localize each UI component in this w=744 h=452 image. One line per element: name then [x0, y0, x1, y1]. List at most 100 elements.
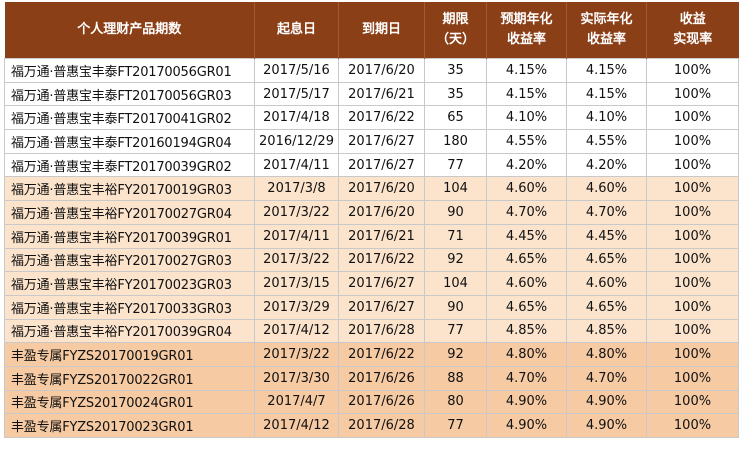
- actual-yield-cell: 4.90%: [566, 413, 647, 438]
- start-date-cell: 2017/5/16: [254, 58, 339, 83]
- actual-yield-cell: 4.65%: [566, 247, 647, 273]
- term-days-cell: 77: [424, 413, 487, 438]
- expected-yield-cell: 4.90%: [486, 389, 567, 415]
- end-date-cell: 2017/6/26: [338, 389, 425, 415]
- end-date-cell: 2017/6/20: [338, 176, 425, 202]
- product-name-cell: 福万通·普惠宝丰裕FY20170039GR01: [4, 223, 255, 249]
- start-date-cell: 2017/3/29: [254, 294, 339, 320]
- header-product: 个人理财产品期数: [4, 2, 255, 59]
- start-date-cell: 2017/3/22: [254, 200, 339, 225]
- table-row: 福万通·普惠宝丰裕FY20170039GR04 2017/4/12 2017/6/2…: [4, 318, 739, 344]
- term-days-cell: 104: [424, 271, 487, 296]
- table-row: 福万通·普惠宝丰裕FY20170019GR03 2017/3/8 2017/6/20…: [4, 176, 739, 202]
- table-row: 福万通·普惠宝丰裕FY20170027GR03 2017/3/22 2017/6/2…: [4, 247, 739, 273]
- expected-yield-cell: 4.70%: [486, 365, 567, 391]
- actual-yield-cell: 4.65%: [566, 294, 647, 320]
- actual-yield-cell: 4.85%: [566, 318, 647, 344]
- table-row: 福万通·普惠宝丰泰FT20160194GR04 2016/12/29 2017/6/…: [4, 129, 739, 154]
- start-date-cell: 2017/3/22: [254, 342, 339, 367]
- expected-yield-cell: 4.20%: [486, 152, 567, 178]
- expected-yield-cell: 4.65%: [486, 294, 567, 320]
- end-date-cell: 2017/6/20: [338, 200, 425, 225]
- expected-yield-cell: 4.90%: [486, 413, 567, 438]
- header-actual-yield: 实际年化 收益率: [566, 2, 647, 59]
- header-end-date: 到期日: [338, 2, 425, 59]
- table-row: 丰盈专属FYZS20170019GR01 2017/3/22 2017/6/22 92…: [4, 342, 739, 367]
- expected-yield-cell: 4.10%: [486, 105, 567, 131]
- term-days-cell: 77: [424, 152, 487, 178]
- start-date-cell: 2017/4/11: [254, 223, 339, 249]
- expected-yield-cell: 4.80%: [486, 342, 567, 367]
- header-start-date: 起息日: [254, 2, 339, 59]
- product-name-cell: 丰盈专属FYZS20170024GR01: [4, 389, 255, 415]
- expected-yield-cell: 4.55%: [486, 129, 567, 154]
- expected-yield-cell: 4.60%: [486, 271, 567, 296]
- product-name-cell: 福万通·普惠宝丰裕FY20170023GR03: [4, 271, 255, 296]
- term-days-cell: 71: [424, 223, 487, 249]
- product-name-cell: 福万通·普惠宝丰裕FY20170033GR03: [4, 294, 255, 320]
- actual-yield-cell: 4.70%: [566, 200, 647, 225]
- actual-yield-cell: 4.80%: [566, 342, 647, 367]
- table-row: 福万通·普惠宝丰裕FY20170039GR01 2017/4/11 2017/6/2…: [4, 223, 739, 249]
- term-days-cell: 35: [424, 58, 487, 83]
- term-days-cell: 90: [424, 200, 487, 225]
- table-row: 福万通·普惠宝丰裕FY20170023GR03 2017/3/15 2017/6/2…: [4, 271, 739, 296]
- product-name-cell: 丰盈专属FYZS20170022GR01: [4, 365, 255, 391]
- actual-yield-cell: 4.70%: [566, 365, 647, 391]
- expected-yield-cell: 4.60%: [486, 176, 567, 202]
- product-name-cell: 福万通·普惠宝丰裕FY20170027GR04: [4, 200, 255, 225]
- actual-yield-cell: 4.55%: [566, 129, 647, 154]
- start-date-cell: 2017/4/18: [254, 105, 339, 131]
- term-days-cell: 80: [424, 389, 487, 415]
- term-days-cell: 88: [424, 365, 487, 391]
- header-row: 个人理财产品期数 起息日 到期日 期限 （天） 预期年化 收益率 实际年化 收益率 收…: [4, 2, 739, 59]
- table-row: 福万通·普惠宝丰泰FT20170041GR02 2017/4/18 2017/6/2…: [4, 105, 739, 131]
- start-date-cell: 2017/4/11: [254, 152, 339, 178]
- term-days-cell: 104: [424, 176, 487, 202]
- realization-rate-cell: 100%: [646, 129, 739, 154]
- product-name-cell: 丰盈专属FYZS20170023GR01: [4, 413, 255, 438]
- term-days-cell: 180: [424, 129, 487, 154]
- table-row: 丰盈专属FYZS20170024GR01 2017/4/7 2017/6/26 80 4…: [4, 389, 739, 415]
- realization-rate-cell: 100%: [646, 176, 739, 202]
- term-days-cell: 35: [424, 81, 487, 107]
- header-term: 期限 （天）: [424, 2, 487, 59]
- header-realization-rate: 收益 实现率: [646, 2, 739, 59]
- realization-rate-cell: 100%: [646, 294, 739, 320]
- start-date-cell: 2017/4/12: [254, 318, 339, 344]
- actual-yield-cell: 4.10%: [566, 105, 647, 131]
- term-days-cell: 92: [424, 247, 487, 273]
- realization-rate-cell: 100%: [646, 200, 739, 225]
- actual-yield-cell: 4.90%: [566, 389, 647, 415]
- expected-yield-cell: 4.85%: [486, 318, 567, 344]
- term-days-cell: 92: [424, 342, 487, 367]
- actual-yield-cell: 4.60%: [566, 176, 647, 202]
- realization-rate-cell: 100%: [646, 247, 739, 273]
- product-name-cell: 福万通·普惠宝丰泰FT20160194GR04: [4, 129, 255, 154]
- expected-yield-cell: 4.15%: [486, 81, 567, 107]
- realization-rate-cell: 100%: [646, 105, 739, 131]
- product-table-container: 个人理财产品期数 起息日 到期日 期限 （天） 预期年化 收益率 实际年化 收益率 收…: [4, 2, 739, 438]
- actual-yield-cell: 4.20%: [566, 152, 647, 178]
- product-name-cell: 福万通·普惠宝丰裕FY20170039GR04: [4, 318, 255, 344]
- end-date-cell: 2017/6/27: [338, 294, 425, 320]
- actual-yield-cell: 4.15%: [566, 58, 647, 83]
- realization-rate-cell: 100%: [646, 318, 739, 344]
- actual-yield-cell: 4.60%: [566, 271, 647, 296]
- start-date-cell: 2016/12/29: [254, 129, 339, 154]
- table-row: 福万通·普惠宝丰裕FY20170033GR03 2017/3/29 2017/6/2…: [4, 294, 739, 320]
- end-date-cell: 2017/6/26: [338, 365, 425, 391]
- expected-yield-cell: 4.45%: [486, 223, 567, 249]
- start-date-cell: 2017/3/30: [254, 365, 339, 391]
- table-row: 福万通·普惠宝丰泰FT20170039GR02 2017/4/11 2017/6/2…: [4, 152, 739, 178]
- end-date-cell: 2017/6/28: [338, 413, 425, 438]
- end-date-cell: 2017/6/28: [338, 318, 425, 344]
- product-yield-table: 个人理财产品期数 起息日 到期日 期限 （天） 预期年化 收益率 实际年化 收益率 收…: [4, 2, 739, 438]
- term-days-cell: 65: [424, 105, 487, 131]
- product-name-cell: 福万通·普惠宝丰泰FT20170039GR02: [4, 152, 255, 178]
- end-date-cell: 2017/6/21: [338, 81, 425, 107]
- table-row: 丰盈专属FYZS20170022GR01 2017/3/30 2017/6/26 88…: [4, 365, 739, 391]
- end-date-cell: 2017/6/22: [338, 247, 425, 273]
- end-date-cell: 2017/6/22: [338, 342, 425, 367]
- product-name-cell: 福万通·普惠宝丰泰FT20170056GR01: [4, 58, 255, 83]
